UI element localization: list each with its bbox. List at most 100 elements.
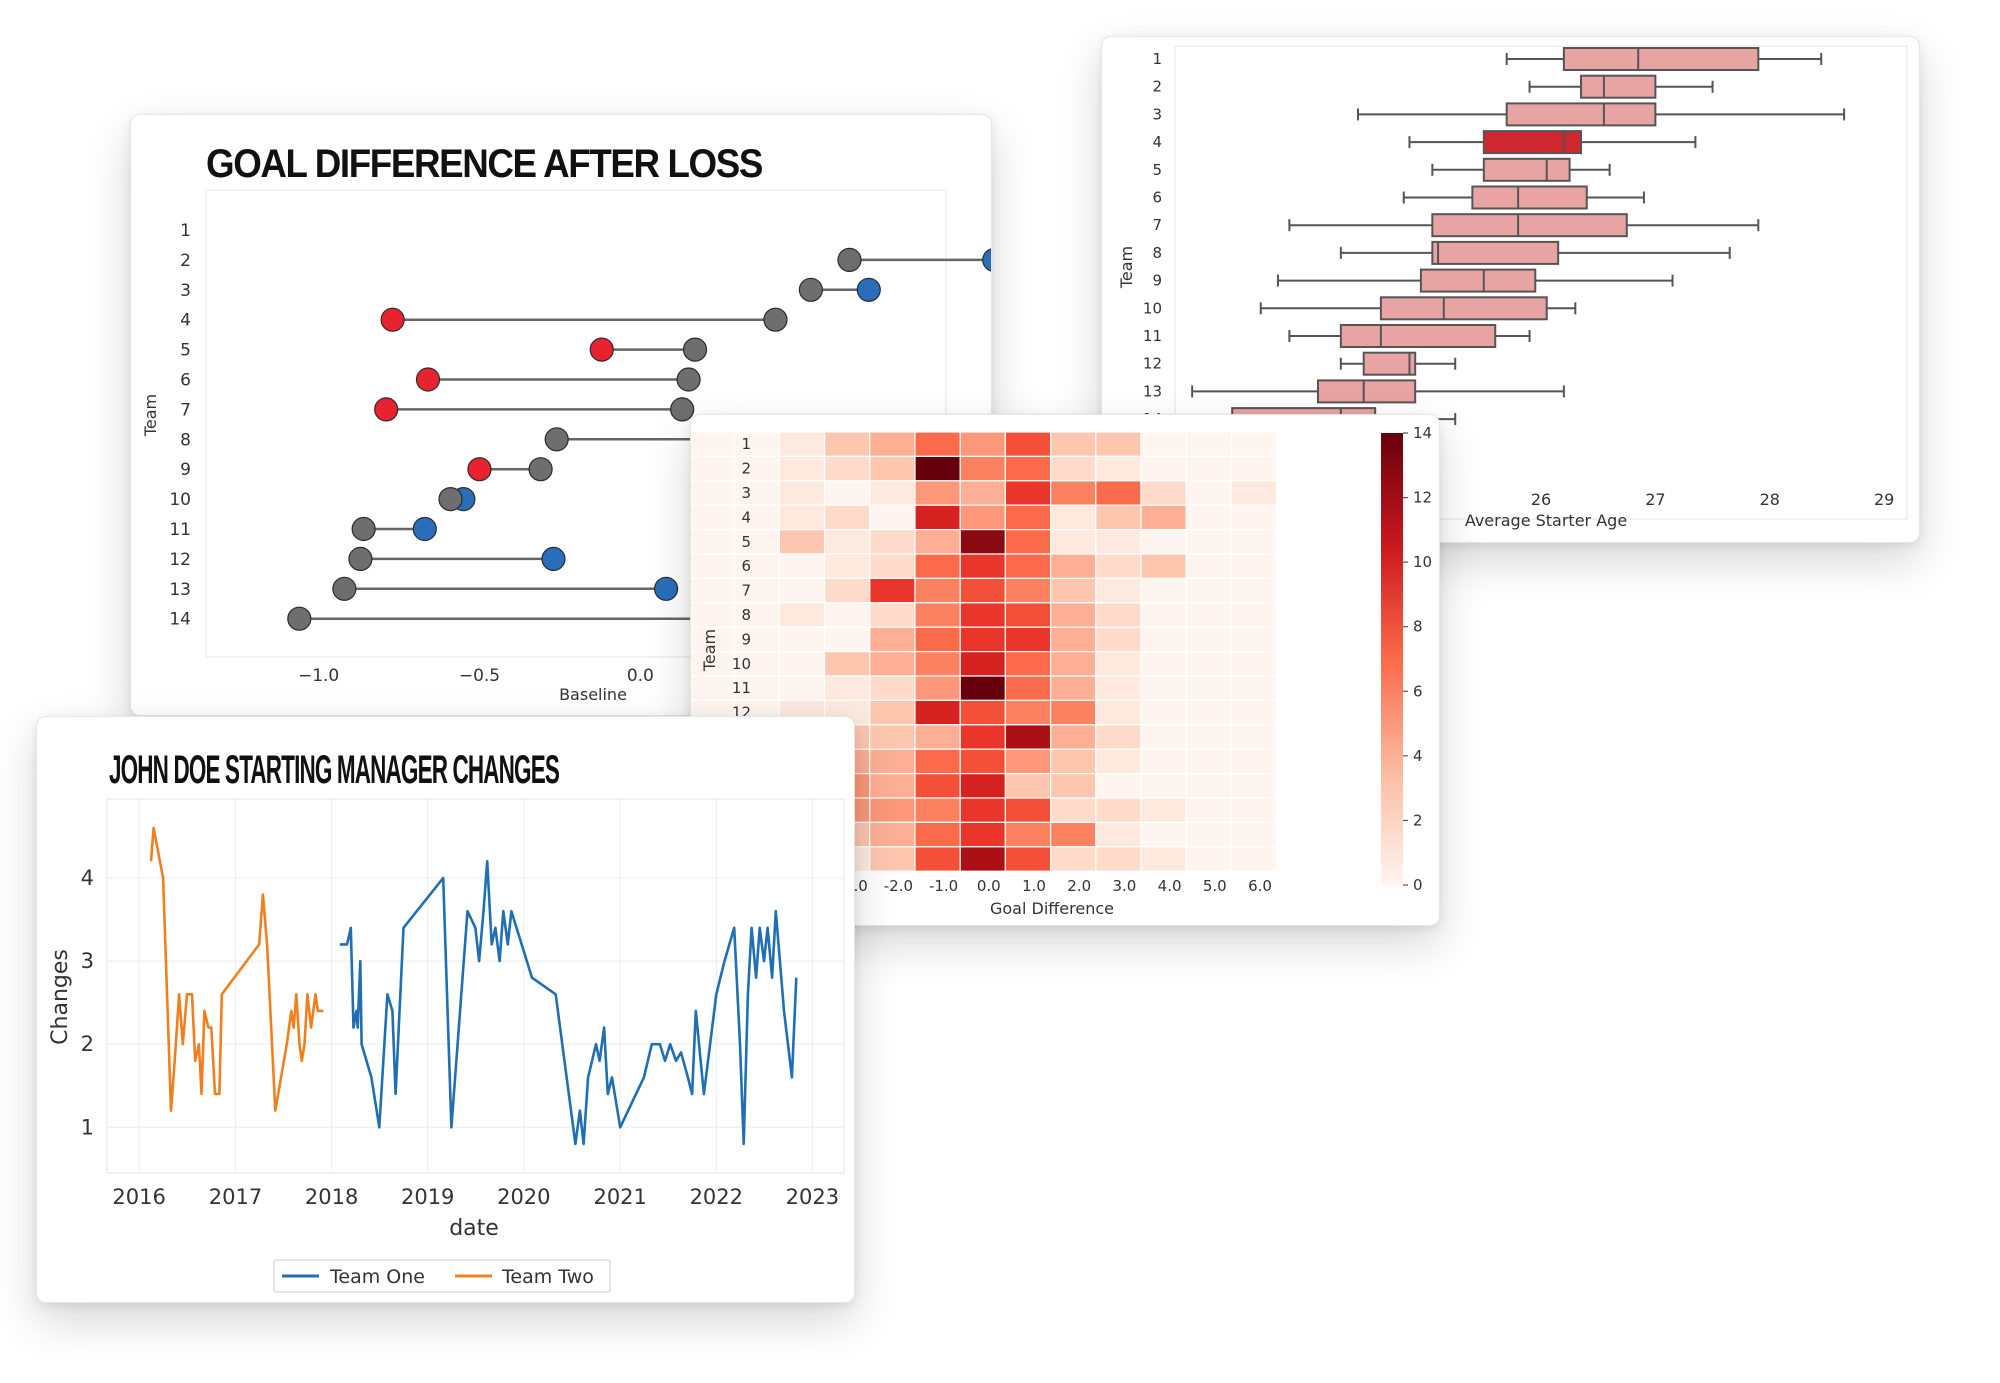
heatmap-cell [959,797,1007,823]
heatmap-ytick: 3 [741,484,751,502]
heatmap-cell [733,626,781,653]
heatmap-cell [1004,773,1052,799]
heatmap-cell [1095,528,1142,555]
heatmap-cell [959,675,1007,701]
heatmap-cell [733,431,781,457]
heatmap-cell [869,773,916,799]
heatmap-cell [1050,821,1097,848]
heatmap-cell [869,797,916,823]
boxplot-ytick: 10 [1143,299,1162,317]
heatmap-cell [914,748,961,775]
colorbar-tick-label: 2 [1413,811,1423,829]
heatmap-cell [1004,699,1052,726]
dumbbell-baseline-point [682,337,708,362]
line-chart-xtick: 2018 [305,1185,358,1209]
boxplot-box [1431,213,1628,238]
heatmap-cell [1230,773,1278,799]
heatmap-cell [1095,846,1142,872]
dumbbell-after-point [412,516,437,542]
line-chart-ytick: 2 [81,1032,94,1056]
heatmap-cell [869,748,916,775]
heatmap-cell [733,455,781,482]
heatmap-cell [959,528,1007,555]
heatmap-cell [691,675,735,701]
heatmap-cell [778,577,826,604]
heatmap-cell [1185,626,1233,653]
dumbbell-ytick: 3 [180,281,191,301]
heatmap-ytick: 1 [741,435,751,453]
boxplot-xtick: 26 [1531,490,1551,509]
heatmap-cell [1004,528,1052,555]
heatmap-cell [869,577,916,604]
heatmap-cell [959,699,1007,726]
heatmap-cell [1095,773,1142,799]
line-chart-xtick: 2021 [593,1185,646,1209]
dumbbell-ytick: 6 [180,371,191,391]
dumbbell-ytick: 8 [180,430,191,450]
dumbbell-baseline-point [438,487,463,512]
heatmap-cell [778,553,826,579]
boxplot-ytick: 1 [1152,50,1162,68]
heatmap-cell [869,699,916,726]
heatmap-cell [778,504,826,531]
dumbbell-baseline-point [528,457,553,482]
dumbbell-baseline-point [670,397,695,422]
legend-label-team-one: Team One [329,1266,425,1288]
heatmap-cell [1185,651,1233,677]
heatmap-cell [1095,626,1142,653]
heatmap-cell [1004,553,1052,579]
heatmap-cell [914,577,961,604]
heatmap-xtick: -1.0 [929,877,958,895]
heatmap-ytick: 6 [741,557,751,575]
heatmap-cell [869,724,916,750]
dumbbell-baseline-point [837,247,862,272]
heatmap-cell [1050,724,1097,750]
heatmap-cell [824,602,871,628]
dumbbell-ytick: 7 [180,400,191,420]
heatmap-cell [959,577,1007,604]
heatmap-xtick: -2.0 [884,877,913,895]
heatmap-cell [869,602,916,628]
heatmap-cell [824,675,871,701]
heatmap-cell [1140,431,1187,457]
colorbar-tick-label: 12 [1413,489,1432,507]
heatmap-cell [1230,504,1278,531]
heatmap-cell [869,431,916,457]
dumbbell-after-point [982,248,991,272]
line-chart-xtick: 2016 [112,1185,165,1209]
heatmap-cell [1004,577,1052,604]
heatmap-cell [1185,675,1233,701]
heatmap-cell [1140,797,1187,823]
heatmap-cell [914,455,961,482]
heatmap-cell [1095,431,1142,457]
heatmap-ytick: 8 [741,606,751,624]
heatmap-cell [691,455,735,482]
dumbbell-baseline-point [544,427,569,452]
boxplot-box [1316,379,1417,404]
heatmap-cell [1140,577,1187,604]
heatmap-cell [1004,504,1052,531]
boxplot-box [1379,296,1548,321]
heatmap-cell [1185,504,1233,531]
card-starter-age: 12345678910111213141516 2526272829 Team … [1101,36,1920,543]
heatmap-ylabel: Team [700,629,719,672]
heatmap-cell [959,602,1007,628]
card-manager-changes: JOHN DOE STARTING MANAGER CHANGES 1 2 3 4 2… [36,716,855,1303]
heatmap-cell [1185,553,1233,579]
heatmap-cell [1230,846,1278,872]
heatmap-cell [733,675,781,701]
boxplot-box [1339,324,1497,348]
dumbbell-ytick: 12 [169,550,191,570]
heatmap-ytick: 9 [741,630,751,648]
heatmap-cell [1230,626,1278,653]
heatmap-cell [914,846,961,872]
heatmap-cell [1140,675,1187,701]
heatmap-cell [1095,675,1142,701]
heatmap-cell [778,480,826,506]
dumbbell-ytick: 14 [169,610,191,630]
heatmap-cell [733,553,781,579]
heatmap-cell [1004,651,1052,677]
heatmap-cell [1185,724,1233,750]
heatmap-cell [1095,504,1142,531]
heatmap-cell [733,528,781,555]
